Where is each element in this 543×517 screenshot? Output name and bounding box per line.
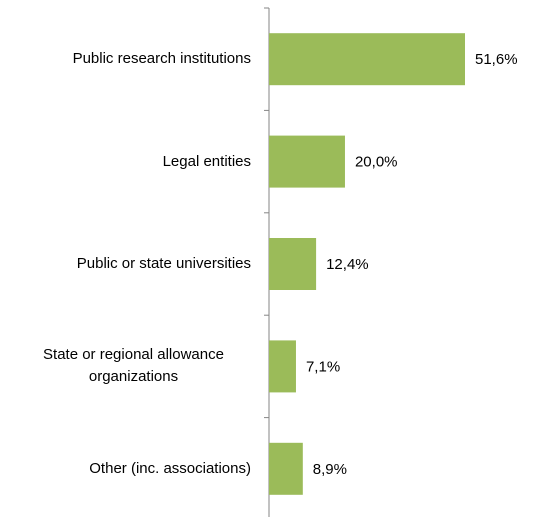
bar bbox=[269, 442, 303, 495]
data-label: 7,1% bbox=[306, 358, 340, 375]
bar bbox=[269, 340, 296, 393]
data-label: 12,4% bbox=[326, 256, 369, 273]
data-label: 20,0% bbox=[355, 154, 398, 171]
bar bbox=[269, 33, 465, 86]
category-label-box: Other (inc. associations) bbox=[1, 439, 251, 499]
category-label-box: Legal entities bbox=[1, 132, 251, 192]
category-label-box: State or regional allowance organization… bbox=[1, 336, 251, 396]
category-label: Public research institutions bbox=[72, 50, 251, 68]
bar bbox=[269, 238, 317, 290]
data-label: 51,6% bbox=[475, 51, 518, 68]
category-label-box: Public or state universities bbox=[1, 234, 251, 294]
category-label: Legal entities bbox=[162, 152, 251, 170]
category-label: State or regional allowance organization… bbox=[43, 346, 224, 386]
category-label-box: Public research institutions bbox=[1, 29, 251, 89]
category-label: Public or state universities bbox=[76, 255, 251, 272]
data-label: 8,9% bbox=[313, 461, 347, 478]
category-label: Other (inc. associations) bbox=[89, 459, 251, 477]
bar bbox=[269, 135, 345, 188]
